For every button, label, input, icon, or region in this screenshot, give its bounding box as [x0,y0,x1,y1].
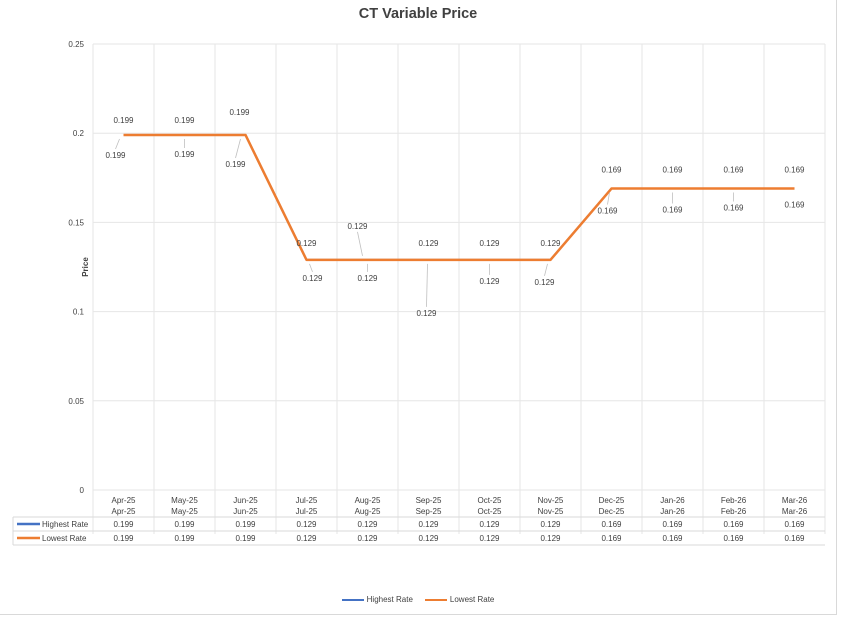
chart-legend: Highest Rate Lowest Rate [0,594,836,604]
table-cell: 0.169 [601,534,622,543]
table-cell: 0.129 [540,534,561,543]
table-cell: 0.129 [418,520,439,529]
data-label: 0.129 [296,239,317,248]
data-label: 0.129 [347,222,368,231]
x-tick-label: Oct-25 [477,496,502,505]
table-cell: 0.169 [662,520,683,529]
x-tick-label: Aug-25 [355,496,381,505]
data-label-leader [309,263,313,273]
legend-item: Lowest Rate [424,595,495,605]
chart-title: CT Variable Price [358,6,478,22]
data-label-leader [357,231,363,256]
table-header-cell: Jan-26 [660,507,685,516]
table-cell: 0.169 [723,534,744,543]
table-header-cell: May-25 [171,507,198,516]
data-label: 0.199 [174,116,195,125]
table-header-cell: Nov-25 [538,507,564,516]
x-tick-label: Jan-26 [660,496,685,505]
table-header-cell: Jul-25 [296,507,318,516]
x-tick-label: Sep-25 [416,496,442,505]
data-label-leader [544,263,548,276]
data-label-leader [115,138,120,150]
legend-swatch [424,598,447,601]
table-cell: 0.169 [784,520,805,529]
y-tick-label: 0.05 [68,397,84,406]
table-cell: 0.169 [601,520,622,529]
legend-label: Highest Rate [366,595,413,605]
table-cell: 0.199 [113,534,134,543]
data-label: 0.169 [784,201,805,210]
table-cell: 0.129 [540,520,561,529]
table-cell: 0.129 [418,534,439,543]
data-label: 0.129 [302,274,323,283]
legend-swatch [341,598,364,601]
data-label: 0.129 [540,239,561,248]
table-cell: 0.199 [174,520,195,529]
data-label-leader [426,263,428,307]
x-tick-label: Dec-25 [599,496,625,505]
data-label: 0.169 [601,166,622,175]
table-header-cell: Mar-26 [782,507,808,516]
table-cell: 0.129 [479,534,500,543]
table-cell: 0.199 [113,520,134,529]
x-tick-label: Jun-25 [233,496,258,505]
x-tick-label: Jul-25 [296,496,318,505]
table-header-cell: Dec-25 [599,507,625,516]
table-cell: 0.129 [357,520,378,529]
data-label: 0.129 [357,274,378,283]
data-label: 0.129 [479,239,500,248]
table-cell: 0.129 [296,534,317,543]
table-cell: 0.129 [357,534,378,543]
data-label: 0.169 [662,166,683,175]
table-cell: 0.169 [784,534,805,543]
table-cell: 0.129 [479,520,500,529]
table-cell: 0.199 [174,534,195,543]
data-label: 0.199 [225,160,246,169]
data-label: 0.169 [723,204,744,213]
table-cell: 0.169 [723,520,744,529]
table-header-cell: Aug-25 [355,507,381,516]
data-label-leader [607,192,610,205]
x-tick-label: Nov-25 [538,496,564,505]
data-label-leader [235,138,241,159]
x-tick-label: Apr-25 [111,496,136,505]
table-cell: 0.199 [235,534,256,543]
legend-label: Lowest Rate [449,595,495,605]
table-cell: 0.199 [235,520,256,529]
table-header-cell: Jun-25 [233,507,258,516]
data-label: 0.199 [113,116,134,125]
data-label: 0.199 [174,150,195,159]
data-label: 0.199 [229,108,250,117]
data-label: 0.129 [416,309,437,318]
data-label: 0.169 [784,166,805,175]
y-tick-label: 0.15 [68,218,84,227]
x-tick-label: Mar-26 [782,496,808,505]
table-cell: 0.169 [662,534,683,543]
data-label: 0.129 [418,239,439,248]
table-header-cell: Oct-25 [477,507,502,516]
y-tick-label: 0.2 [73,129,85,138]
data-label: 0.129 [479,277,500,286]
data-label: 0.169 [662,206,683,215]
legend-item: Highest Rate [341,595,413,605]
table-row-label: Highest Rate [42,520,89,529]
y-tick-label: 0.1 [73,308,85,317]
data-label: 0.129 [534,278,555,287]
data-label: 0.169 [597,207,618,216]
x-tick-label: Feb-26 [721,496,747,505]
table-header-cell: Feb-26 [721,507,747,516]
table-header-cell: Sep-25 [416,507,442,516]
table-cell: 0.129 [296,520,317,529]
x-tick-label: May-25 [171,496,198,505]
series-line-lowest-rate [123,133,795,262]
table-row-label: Lowest Rate [42,534,87,543]
y-tick-label: 0.25 [68,40,84,49]
data-label: 0.199 [105,151,126,160]
data-label: 0.169 [723,166,744,175]
table-header-cell: Apr-25 [111,507,136,516]
y-tick-label: 0 [80,486,85,495]
y-axis-title: Price [81,257,90,277]
